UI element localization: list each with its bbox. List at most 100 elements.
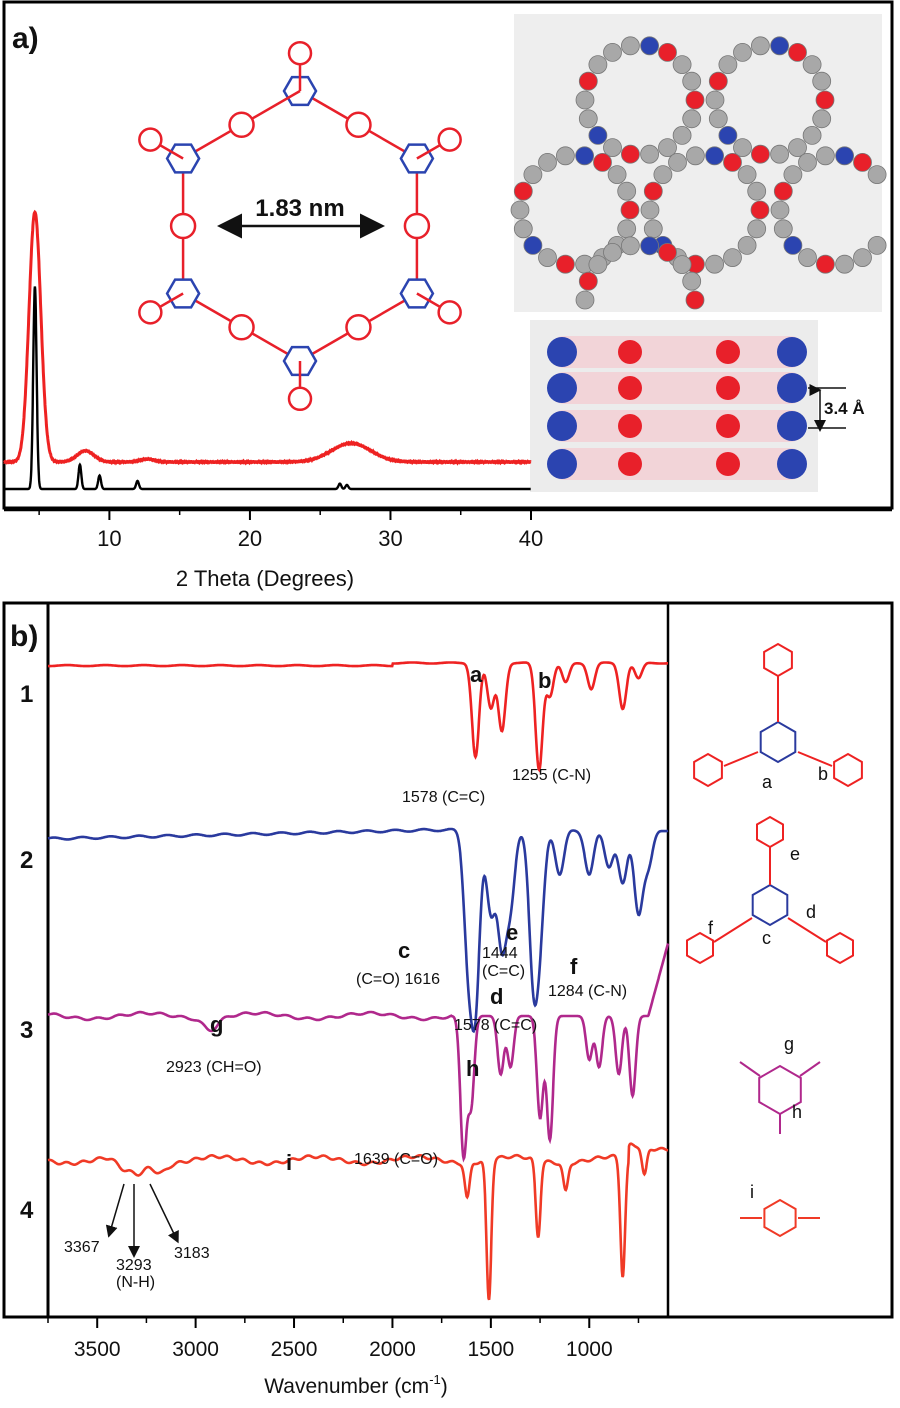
ir-xaxis-title-end: ) (441, 1375, 448, 1398)
atom-sphere (770, 36, 789, 56)
nitrogen-sphere (547, 411, 577, 441)
phenyl-ring (345, 111, 372, 138)
stacked-layer (548, 448, 806, 480)
nitrogen-sphere (777, 337, 807, 367)
structure-phenylenediamine: i (740, 1182, 820, 1238)
annot-g: g (210, 1012, 223, 1037)
panel-a: a) 1.83 nm 3.4 Å 10 20 30 40 2 Theta (Degre… (2, 0, 894, 591)
atom-sphere (538, 152, 557, 172)
atom-sphere (867, 165, 887, 185)
structure-letter: h (792, 1102, 802, 1122)
atom-sphere (737, 235, 757, 255)
ir-spectrum-2 (47, 827, 669, 1034)
structure-letter: g (784, 1034, 794, 1054)
atom-sphere (621, 236, 640, 256)
atom-sphere (815, 90, 835, 110)
trace-label-1: 1 (20, 681, 33, 708)
nitrogen-sphere (547, 449, 577, 479)
atom-sphere (802, 125, 822, 145)
structure-letter: f (708, 918, 714, 938)
atom-sphere (705, 254, 724, 274)
phenyl-ring (287, 40, 313, 66)
ir-spectrum-4 (47, 1142, 669, 1301)
phenyl-ring (138, 127, 163, 152)
phenyl-ring (693, 752, 723, 788)
atom-sphere (617, 181, 637, 201)
annot-a: a (470, 662, 483, 687)
atom-sphere (773, 219, 793, 239)
atom-sphere (747, 219, 767, 239)
atom-sphere (621, 144, 640, 164)
atom-sphere (718, 125, 738, 145)
phenyl-ring (763, 642, 793, 678)
ir-spectra-plot: 3500 3000 2500 2000 1500 1000 (4, 661, 892, 1361)
atom-sphere (705, 90, 725, 110)
annot-f-peak: 1284 (C-N) (548, 983, 627, 1000)
nitrogen-sphere (547, 373, 577, 403)
top-view-pores (510, 36, 887, 310)
bond (723, 751, 759, 767)
annot-f: f (570, 954, 578, 979)
annot-b: b (538, 668, 551, 693)
atom-sphere (685, 90, 705, 110)
atom-sphere (513, 219, 533, 239)
pxrd-x-tick-label: 30 (378, 526, 402, 551)
oxygen-sphere (618, 340, 642, 364)
trace-label-2: 2 (20, 847, 33, 874)
atom-sphere (812, 71, 832, 91)
bond (797, 751, 833, 767)
atom-sphere (607, 165, 627, 185)
pxrd-x-tick-label: 10 (97, 526, 121, 551)
atom-sphere (653, 165, 673, 185)
atom-sphere (750, 200, 770, 220)
atom-sphere (798, 152, 817, 172)
phenyl-ring (287, 386, 313, 412)
atom-sphere (812, 109, 832, 129)
oxygen-sphere (716, 376, 740, 400)
annot-i-peak2: 3293 (116, 1257, 152, 1274)
atom-sphere (853, 152, 872, 172)
ir-x-tick-label: 3500 (74, 1338, 121, 1361)
atom-sphere (723, 152, 742, 172)
atom-sphere (723, 248, 742, 268)
annot-i: i (286, 1150, 292, 1175)
atom-sphere (617, 219, 637, 239)
structure-model-compound: e d c f (686, 815, 854, 965)
trace-label-3: 3 (20, 1017, 33, 1044)
atom-sphere (588, 125, 608, 145)
atom-sphere (788, 43, 807, 62)
atom-sphere (682, 109, 702, 129)
atom-sphere (773, 181, 793, 201)
atom-sphere (621, 36, 640, 56)
pxrd-plot: 10 20 30 40 (3, 209, 892, 551)
trace-label-4: 4 (20, 1197, 34, 1224)
atom-sphere (835, 254, 854, 274)
atom-sphere (588, 255, 608, 275)
phenyl-ring (138, 300, 163, 325)
ir-spectrum-1 (48, 661, 668, 773)
atom-sphere (578, 71, 598, 91)
pxrd-experimental-line (3, 209, 532, 466)
oxygen-sphere (716, 452, 740, 476)
annot-i-peak3: 3183 (174, 1245, 210, 1262)
atom-sphere (658, 43, 677, 62)
atom-sphere (751, 144, 770, 164)
panel-b: b) 3500 3000 2500 2000 1500 1000 1 2 3 4 a b … (2, 601, 894, 1398)
atom-sphere (682, 271, 702, 291)
atom-sphere (737, 165, 757, 185)
annot-c-peak: (C=O) 1616 (356, 971, 440, 988)
annot-i-peak1: 3367 (64, 1239, 100, 1256)
annot-e-peak-num: 1444 (482, 945, 518, 962)
structure-letter: i (750, 1182, 754, 1202)
phenyl-ring (403, 212, 431, 240)
phenyl-ring (345, 314, 372, 341)
ir-x-tick-label: 2000 (369, 1338, 416, 1361)
atom-sphere (672, 55, 692, 74)
atom-sphere (686, 146, 705, 166)
panel-b-label: b) (10, 620, 38, 653)
atom-sphere (708, 71, 728, 91)
atom-sphere (718, 55, 738, 74)
atom-sphere (643, 181, 663, 201)
